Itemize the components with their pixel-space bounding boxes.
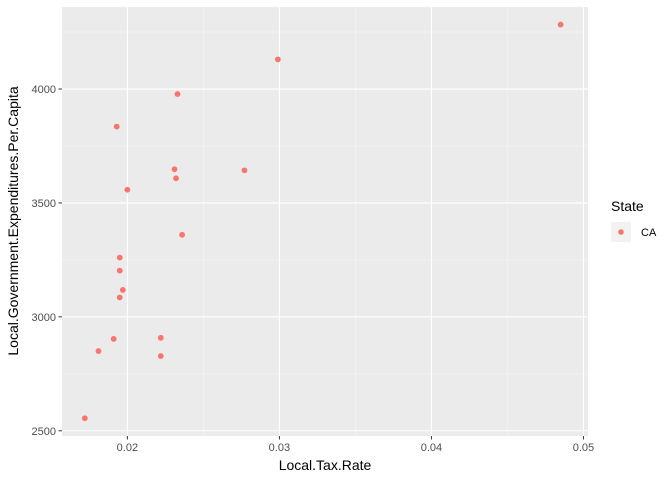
data-point: [110, 336, 117, 342]
x-axis-ticks: 0.02 0.03 0.04 0.05: [117, 436, 594, 454]
y-axis-ticks: 2500 3000 3500 4000: [32, 84, 62, 438]
data-point: [171, 166, 178, 173]
data-points: [81, 21, 564, 422]
data-point: [116, 294, 123, 301]
data-point: [157, 353, 164, 359]
y-tick-label: 3000: [32, 312, 56, 324]
major-gridlines: [62, 7, 588, 436]
y-tick-label: 2500: [32, 426, 56, 438]
panel-background: [62, 7, 588, 436]
y-axis-title: Local.Government.Expenditures.Per.Capita: [5, 86, 21, 355]
data-point: [174, 91, 181, 97]
legend-label-ca: CA: [641, 227, 657, 239]
data-point: [274, 56, 281, 63]
data-point: [124, 186, 131, 193]
data-point: [113, 123, 120, 130]
x-axis-title: Local.Tax.Rate: [279, 457, 372, 473]
x-tick-label: 0.03: [269, 442, 290, 454]
data-point: [116, 267, 123, 274]
data-point: [95, 348, 102, 354]
data-point: [557, 21, 564, 28]
data-point: [157, 334, 164, 341]
x-tick-label: 0.04: [421, 442, 442, 454]
x-tick-label: 0.05: [573, 442, 594, 454]
x-tick-label: 0.02: [117, 442, 138, 454]
data-point: [179, 231, 185, 238]
data-point: [241, 167, 248, 174]
legend-title: State: [611, 198, 644, 214]
y-tick-label: 3500: [32, 198, 56, 210]
data-point: [116, 254, 123, 261]
y-tick-label: 4000: [32, 84, 56, 96]
data-point: [81, 415, 88, 422]
legend: State CA: [611, 198, 657, 242]
legend-key-point: [618, 229, 624, 235]
minor-gridlines: [62, 7, 588, 436]
data-point: [119, 287, 126, 293]
data-point: [173, 175, 179, 182]
